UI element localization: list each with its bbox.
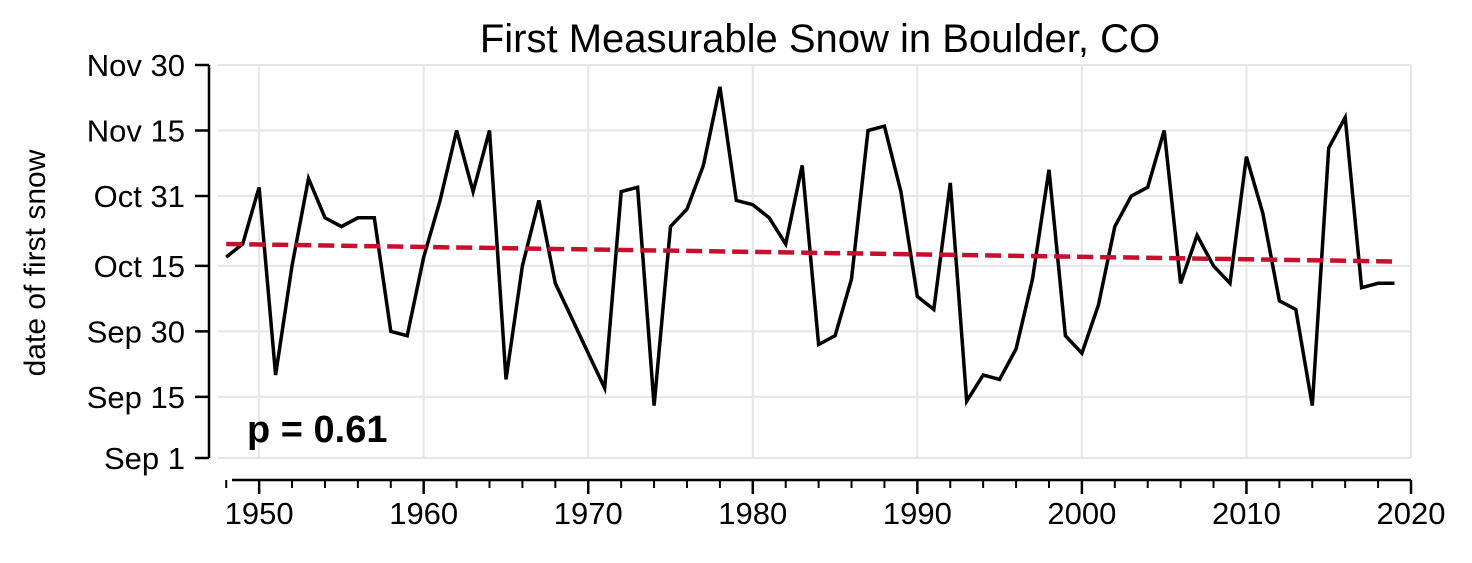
x-tick-label: 2020 bbox=[1377, 496, 1446, 531]
x-tick-label: 1980 bbox=[718, 496, 787, 531]
x-tick-label: 1950 bbox=[225, 496, 294, 531]
y-tick-label: Nov 30 bbox=[87, 48, 185, 83]
y-tick-label: Oct 31 bbox=[94, 179, 185, 214]
y-tick-label: Oct 15 bbox=[94, 249, 185, 284]
series-lines bbox=[225, 86, 1395, 407]
x-tick-label: 2000 bbox=[1047, 496, 1116, 531]
x-tick-label: 1960 bbox=[389, 496, 458, 531]
y-tick-label: Sep 30 bbox=[87, 314, 185, 349]
y-tick-label: Sep 15 bbox=[87, 380, 185, 415]
chart-title: First Measurable Snow in Boulder, CO bbox=[480, 17, 1160, 61]
trend-line bbox=[226, 241, 1395, 264]
x-tick-label: 1990 bbox=[883, 496, 952, 531]
y-tick-label: Sep 1 bbox=[104, 441, 185, 476]
y-tick-label: Nov 15 bbox=[87, 114, 185, 149]
x-tick-label: 2010 bbox=[1212, 496, 1281, 531]
p-value-annotation: p = 0.61 bbox=[247, 409, 387, 451]
axes: Sep 1 Sep 15 Sep 30 Oct 15 Oct 31 Nov 15 Nov 3… bbox=[87, 48, 1446, 531]
grid bbox=[218, 64, 1412, 459]
y-axis-label: date of first snow bbox=[19, 149, 52, 376]
x-tick-label: 1970 bbox=[554, 496, 623, 531]
